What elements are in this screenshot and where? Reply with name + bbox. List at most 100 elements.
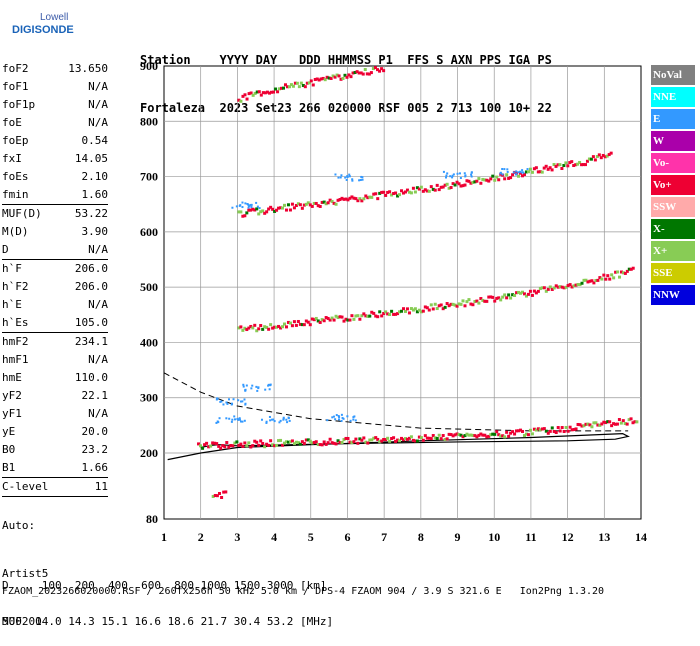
legend-entry: SSW bbox=[651, 197, 695, 217]
echo-point bbox=[544, 429, 548, 433]
echo-point bbox=[241, 94, 245, 98]
echo-point bbox=[509, 176, 513, 180]
echo-point bbox=[220, 400, 223, 403]
echo-point bbox=[479, 432, 483, 436]
echo-point bbox=[324, 442, 328, 446]
echo-point bbox=[255, 440, 259, 444]
echo-point bbox=[461, 435, 465, 439]
echo-point bbox=[589, 157, 593, 161]
echo-point bbox=[336, 439, 340, 443]
echo-point bbox=[257, 443, 261, 447]
echo-point bbox=[487, 179, 491, 183]
echo-point bbox=[469, 181, 473, 185]
echo-point bbox=[340, 441, 344, 445]
echo-point bbox=[255, 385, 258, 388]
echo-point bbox=[584, 278, 588, 282]
echo-point bbox=[282, 86, 286, 90]
echo-point bbox=[604, 277, 608, 281]
echo-point bbox=[546, 431, 550, 435]
echo-point bbox=[306, 320, 310, 324]
param-label: yE bbox=[2, 425, 16, 438]
echo-point bbox=[451, 182, 455, 186]
echo-point bbox=[427, 308, 431, 312]
echo-point bbox=[290, 202, 294, 206]
echo-point bbox=[265, 90, 269, 94]
legend-entry: NoVal bbox=[651, 65, 695, 85]
echo-point bbox=[481, 177, 485, 181]
echo-point bbox=[609, 151, 613, 155]
echo-point bbox=[524, 432, 528, 436]
param-label: C-level bbox=[2, 480, 49, 493]
echo-point bbox=[419, 310, 423, 314]
header-line-1: Station YYYY DAY DDD HHMMSS P1 FFS S AXN… bbox=[140, 53, 552, 67]
echo-point bbox=[435, 183, 439, 187]
echo-point bbox=[286, 320, 290, 324]
echo-point bbox=[580, 281, 584, 285]
echo-point bbox=[515, 291, 519, 295]
echo-point bbox=[451, 434, 455, 438]
echo-point bbox=[384, 438, 388, 442]
echo-point bbox=[368, 195, 372, 199]
echo-point bbox=[288, 208, 292, 212]
echo-point bbox=[602, 273, 606, 277]
echo-point bbox=[463, 304, 467, 308]
echo-point bbox=[308, 203, 312, 207]
echo-point bbox=[302, 203, 306, 207]
echo-point bbox=[343, 73, 347, 77]
echo-point bbox=[330, 316, 334, 320]
echo-point bbox=[294, 440, 298, 444]
echo-point bbox=[578, 423, 582, 427]
echo-point bbox=[459, 433, 463, 437]
echo-point bbox=[307, 81, 311, 85]
echo-point bbox=[243, 93, 247, 97]
chart-grid bbox=[163, 65, 642, 520]
echo-point bbox=[245, 97, 249, 101]
echo-point bbox=[398, 439, 402, 443]
echo-point bbox=[237, 210, 241, 214]
echo-point bbox=[241, 214, 245, 218]
echo-point bbox=[345, 75, 349, 79]
echo-point bbox=[483, 299, 487, 303]
echo-point bbox=[230, 420, 233, 423]
echo-point bbox=[362, 197, 366, 201]
echo-point bbox=[229, 443, 233, 447]
echo-point bbox=[302, 441, 306, 445]
echo-point bbox=[433, 302, 437, 306]
echo-point bbox=[274, 87, 278, 91]
plot-frame bbox=[163, 65, 642, 520]
echo-point bbox=[443, 437, 447, 441]
echo-point bbox=[447, 186, 451, 190]
echo-point bbox=[405, 188, 409, 192]
echo-point bbox=[273, 325, 277, 329]
echo-point bbox=[283, 83, 287, 87]
echo-point bbox=[392, 436, 396, 440]
echo-point bbox=[241, 201, 244, 204]
echo-point bbox=[606, 420, 610, 424]
param-value: 110.0 bbox=[74, 371, 108, 384]
echo-point bbox=[376, 197, 380, 201]
echo-point bbox=[538, 170, 542, 174]
echo-point bbox=[452, 173, 455, 176]
echo-point bbox=[253, 439, 257, 443]
echo-point bbox=[341, 416, 344, 419]
echo-point bbox=[316, 204, 320, 208]
echo-point bbox=[556, 285, 560, 289]
echo-point bbox=[338, 418, 341, 421]
echo-point bbox=[227, 445, 231, 449]
legend-entry: X+ bbox=[651, 241, 695, 261]
param-label: foEp bbox=[2, 134, 29, 147]
echo-point bbox=[283, 203, 287, 207]
param-separator bbox=[2, 477, 108, 478]
echo-point bbox=[288, 419, 291, 422]
echo-point bbox=[330, 441, 334, 445]
echo-point bbox=[374, 192, 378, 196]
echo-point bbox=[240, 420, 243, 423]
echo-point bbox=[415, 439, 419, 443]
echo-point bbox=[386, 436, 390, 440]
echo-point bbox=[597, 153, 601, 157]
echo-point bbox=[328, 198, 332, 202]
echo-point bbox=[368, 314, 372, 318]
echo-point bbox=[280, 86, 284, 90]
echo-point bbox=[619, 270, 623, 274]
echo-point bbox=[380, 314, 384, 318]
